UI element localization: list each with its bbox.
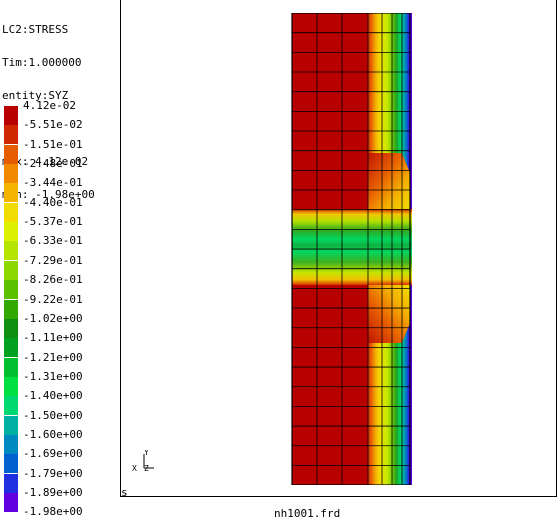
legend-swatch [4, 357, 18, 377]
legend-swatch [4, 106, 18, 125]
legend-label: -3.44e-01 [23, 176, 83, 190]
legend-swatch [4, 280, 18, 300]
legend-swatch [4, 144, 18, 164]
legend-label: -9.22e-01 [23, 292, 83, 306]
fem-model[interactable] [172, 13, 412, 485]
legend-swatch [4, 493, 18, 512]
legend-row: -5.51e-02 [4, 106, 144, 138]
lower-red-zone [292, 285, 368, 485]
status-letter: s [121, 486, 128, 499]
loadcase-label: LC2:STRESS [2, 23, 69, 36]
mesh-outline [291, 13, 411, 485]
legend-label: -1.31e+00 [23, 369, 83, 383]
legend-label: -1.89e+00 [23, 486, 83, 499]
legend-label: -2.48e-01 [23, 157, 83, 171]
entity-label: entity:SYZ [2, 89, 69, 102]
legend-row: -1.60e+00 [4, 415, 144, 448]
legend-label: -1.79e+00 [23, 466, 83, 480]
upper-notch-zone [368, 153, 410, 209]
middle-band [292, 209, 412, 285]
legend-row: -1.98e+00 [4, 493, 144, 525]
legend-swatch [4, 202, 18, 222]
legend-swatch [4, 164, 18, 184]
axis-z-label: Z [144, 464, 149, 472]
legend-swatch [4, 222, 18, 242]
legend-label: -7.29e-01 [23, 253, 83, 267]
legend-swatch [4, 434, 18, 454]
legend-label: -1.69e+00 [23, 447, 83, 461]
legend-label: -1.60e+00 [23, 427, 83, 441]
time-label: Tim:1.000000 [2, 56, 82, 69]
legend-row: -7.29e-01 [4, 241, 144, 274]
legend-label: -1.21e+00 [23, 350, 83, 364]
legend-swatch [4, 260, 18, 280]
graphics-viewport[interactable] [120, 0, 557, 497]
legend-row: -5.37e-01 [4, 202, 144, 235]
legend-row: -4.40e-01 [4, 183, 144, 216]
legend-swatch [4, 125, 18, 145]
legend-label: -6.33e-01 [23, 234, 83, 248]
legend-swatch [4, 415, 18, 435]
legend-row: -8.26e-01 [4, 260, 144, 293]
mesh-region [291, 13, 412, 485]
legend-label: -5.51e-02 [23, 118, 83, 132]
axis-y-label: Y [144, 450, 149, 457]
legend-top-label: 4.12e-02 [23, 99, 76, 112]
lower-notch-zone [368, 285, 410, 343]
legend-swatch [4, 454, 18, 474]
legend-label: -1.98e+00 [23, 505, 83, 519]
legend-row: -1.02e+00 [4, 299, 144, 332]
legend-swatch [4, 299, 18, 319]
legend-row: -1.69e+00 [4, 434, 144, 467]
legend-swatch [4, 376, 18, 396]
legend-row: -1.40e+00 [4, 376, 144, 409]
legend-row: -1.21e+00 [4, 338, 144, 371]
legend-row: -1.31e+00 [4, 357, 144, 390]
legend-swatch [4, 473, 18, 493]
legend-row: -1.79e+00 [4, 454, 144, 487]
legend-row: -1.50e+00 [4, 396, 144, 429]
legend-label: -8.26e-01 [23, 273, 83, 287]
legend-row: -2.48e-01 [4, 144, 144, 177]
axis-x-label: X [132, 464, 137, 472]
legend-swatch [4, 241, 18, 261]
legend-label: -5.37e-01 [23, 215, 83, 229]
legend-label: -1.02e+00 [23, 311, 83, 325]
legend-row: -1.51e-01 [4, 125, 144, 158]
legend-label: -1.50e+00 [23, 408, 83, 422]
axis-triad-icon: Y X Z [132, 450, 154, 472]
legend-swatch [4, 338, 18, 358]
legend-swatch [4, 183, 18, 203]
legend-row: -9.22e-01 [4, 280, 144, 313]
legend-swatch [4, 318, 18, 338]
legend-label: -1.11e+00 [23, 331, 83, 345]
file-name-label[interactable]: nh1001.frd [274, 507, 341, 520]
legend-row: -6.33e-01 [4, 222, 144, 254]
legend-label: -1.51e-01 [23, 137, 83, 151]
legend-label: -4.40e-01 [23, 195, 83, 209]
legend-row: -1.89e+00 [4, 473, 144, 506]
legend-top-row: 4.12e-02 [4, 100, 144, 119]
legend-label: -1.40e+00 [23, 389, 83, 403]
legend-row: -3.44e-01 [4, 164, 144, 196]
legend-swatch [4, 396, 18, 416]
legend-row: -1.11e+00 [4, 318, 144, 351]
